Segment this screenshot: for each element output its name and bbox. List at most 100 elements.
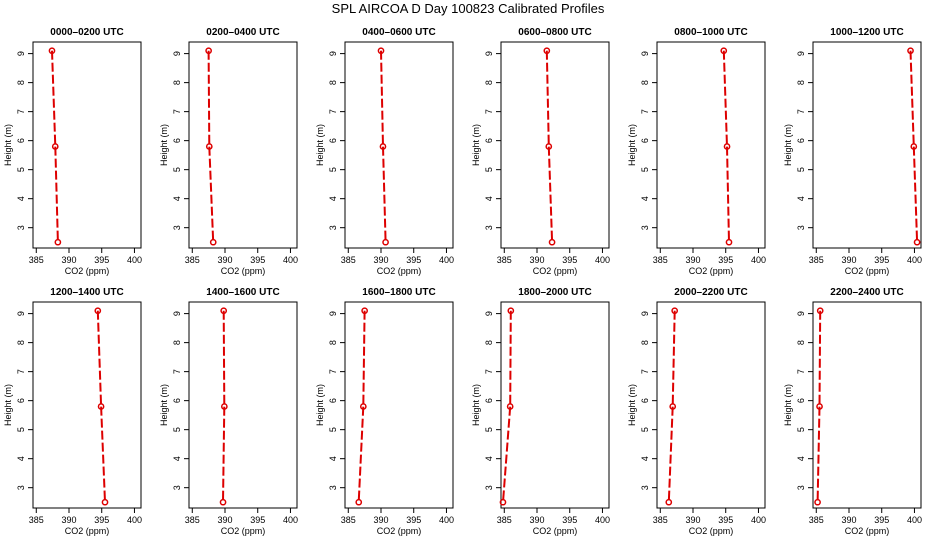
y-tick-label: 9 xyxy=(640,311,650,316)
y-tick-label: 7 xyxy=(640,369,650,374)
y-axis-label: Height (m) xyxy=(315,124,325,166)
y-tick-label: 3 xyxy=(640,485,650,490)
x-tick-label: 400 xyxy=(439,515,454,525)
profile-line xyxy=(51,50,59,243)
x-tick-label: 400 xyxy=(907,515,922,525)
y-tick-label: 8 xyxy=(172,340,182,345)
data-point xyxy=(219,498,227,506)
x-tick-label: 395 xyxy=(250,255,265,265)
x-tick-label: 385 xyxy=(809,255,824,265)
y-tick-label: 5 xyxy=(328,427,338,432)
x-tick-label: 390 xyxy=(529,255,544,265)
x-axis-label: CO2 (ppm) xyxy=(65,266,110,276)
y-tick-label: 7 xyxy=(328,369,338,374)
y-tick-label: 9 xyxy=(172,311,182,316)
profile-line xyxy=(380,50,387,243)
y-tick-label: 9 xyxy=(328,51,338,56)
data-point xyxy=(725,238,733,246)
y-tick-label: 8 xyxy=(484,80,494,85)
data-point xyxy=(359,403,367,410)
x-axis-label: CO2 (ppm) xyxy=(689,266,734,276)
x-tick-label: 395 xyxy=(94,515,109,525)
y-tick-label: 9 xyxy=(16,311,26,316)
panel-title: 0400–0600 UTC xyxy=(362,27,435,38)
y-tick-label: 3 xyxy=(640,225,650,230)
y-tick-label: 5 xyxy=(640,427,650,432)
data-point xyxy=(220,307,228,315)
x-tick-label: 390 xyxy=(685,515,700,525)
profile-line xyxy=(545,50,554,243)
y-tick-label: 6 xyxy=(172,138,182,143)
panel-title: 1400–1600 UTC xyxy=(206,287,279,298)
y-tick-label: 4 xyxy=(640,196,650,201)
data-point xyxy=(913,238,921,246)
x-tick-label: 385 xyxy=(653,255,668,265)
plot-frame xyxy=(500,301,610,509)
data-point xyxy=(669,403,677,410)
panel: 0200–0400 UTC 385 390 395 400 CO2 (ppm) 3 4 5 6 7 8… xyxy=(159,27,298,276)
panel-title: 2200–2400 UTC xyxy=(830,287,903,298)
y-tick-label: 6 xyxy=(484,398,494,403)
profile-line xyxy=(502,310,512,503)
y-tick-label: 4 xyxy=(16,196,26,201)
x-tick-label: 400 xyxy=(751,255,766,265)
y-tick-label: 6 xyxy=(640,398,650,403)
y-tick-label: 5 xyxy=(796,427,806,432)
x-axis-label: CO2 (ppm) xyxy=(845,266,890,276)
data-point xyxy=(816,403,823,410)
data-point xyxy=(379,143,387,150)
x-axis-label: CO2 (ppm) xyxy=(533,526,578,536)
x-tick-label: 400 xyxy=(595,255,610,265)
y-axis-label: Height (m) xyxy=(783,124,793,166)
y-tick-label: 5 xyxy=(796,167,806,172)
y-tick-label: 4 xyxy=(16,456,26,461)
y-tick-label: 9 xyxy=(796,311,806,316)
y-tick-label: 6 xyxy=(328,398,338,403)
y-tick-label: 5 xyxy=(172,427,182,432)
y-tick-label: 8 xyxy=(796,80,806,85)
panel-title: 0000–0200 UTC xyxy=(50,27,123,38)
x-axis-label: CO2 (ppm) xyxy=(65,526,110,536)
x-tick-label: 400 xyxy=(127,255,142,265)
plot-frame xyxy=(188,41,298,249)
panel-title: 0600–0800 UTC xyxy=(518,27,591,38)
x-axis-label: CO2 (ppm) xyxy=(689,526,734,536)
x-tick-label: 400 xyxy=(439,255,454,265)
plot-frame xyxy=(812,41,922,249)
y-tick-label: 7 xyxy=(796,369,806,374)
panel: 2200–2400 UTC 385 390 395 400 CO2 (ppm) 3 4 5 6 7 8… xyxy=(783,287,922,536)
x-tick-label: 390 xyxy=(373,515,388,525)
x-tick-label: 385 xyxy=(497,255,512,265)
y-tick-label: 4 xyxy=(172,196,182,201)
y-tick-label: 4 xyxy=(328,456,338,461)
x-tick-label: 390 xyxy=(61,515,76,525)
x-tick-label: 400 xyxy=(127,515,142,525)
y-tick-label: 8 xyxy=(484,340,494,345)
data-point xyxy=(907,47,914,55)
data-point xyxy=(543,47,551,55)
data-point xyxy=(814,498,821,506)
y-tick-label: 3 xyxy=(796,225,806,230)
data-point xyxy=(377,47,385,55)
y-tick-label: 8 xyxy=(16,80,26,85)
y-axis-label: Height (m) xyxy=(159,384,169,426)
data-point xyxy=(507,307,515,315)
panel-title: 1600–1800 UTC xyxy=(362,287,435,298)
y-tick-label: 6 xyxy=(484,138,494,143)
x-tick-label: 390 xyxy=(373,255,388,265)
y-tick-label: 6 xyxy=(16,398,26,403)
y-tick-label: 6 xyxy=(640,138,650,143)
y-tick-label: 7 xyxy=(328,109,338,114)
y-tick-label: 4 xyxy=(172,456,182,461)
data-point xyxy=(51,143,59,150)
data-point xyxy=(97,403,105,410)
y-tick-label: 5 xyxy=(484,427,494,432)
plot-frame xyxy=(32,301,142,509)
panel-title: 1800–2000 UTC xyxy=(518,287,591,298)
y-tick-label: 6 xyxy=(16,138,26,143)
data-point xyxy=(548,238,556,246)
x-tick-label: 390 xyxy=(685,255,700,265)
y-tick-label: 3 xyxy=(484,485,494,490)
